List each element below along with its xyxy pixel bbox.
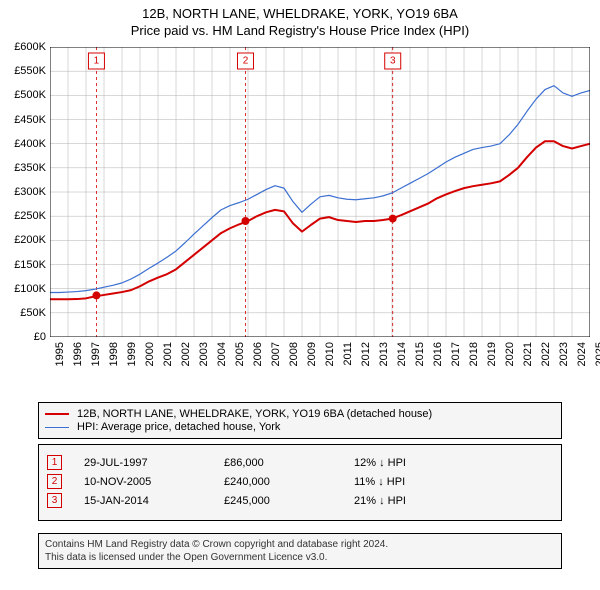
x-axis-tick-label: 2023 (558, 342, 570, 366)
sales-row-price: £240,000 (224, 476, 354, 488)
x-axis-tick-label: 1995 (54, 342, 66, 366)
chart-svg: 1 2 3 (50, 47, 590, 337)
sales-row-price: £86,000 (224, 457, 354, 469)
x-axis-tick-label: 2009 (306, 342, 318, 366)
x-axis-tick-label: 2002 (180, 342, 192, 366)
x-axis-tick-label: 2013 (378, 342, 390, 366)
y-axis-tick-label: £250K (14, 210, 46, 222)
y-axis-tick-label: £50K (20, 307, 46, 319)
sales-row-price: £245,000 (224, 495, 354, 507)
sales-row-pct-vs-hpi: 11% ↓ HPI (354, 476, 553, 488)
x-axis-tick-label: 2017 (450, 342, 462, 366)
y-axis-tick-label: £450K (14, 114, 46, 126)
x-axis-tick-label: 2010 (324, 342, 336, 366)
credits-line2: This data is licensed under the Open Gov… (45, 551, 555, 564)
y-axis-tick-label: £200K (14, 234, 46, 246)
y-axis-tick-label: £150K (14, 259, 46, 271)
x-axis-tick-label: 2001 (162, 342, 174, 366)
data-credits-box: Contains HM Land Registry data © Crown c… (38, 533, 562, 569)
house-price-chart-figure: 12B, NORTH LANE, WHELDRAKE, YORK, YO19 6… (0, 0, 600, 590)
x-axis-tick-label: 2020 (504, 342, 516, 366)
x-axis-tick-label: 1998 (108, 342, 120, 366)
sales-table-row: 3 15-JAN-2014£245,00021% ↓ HPI (47, 493, 553, 508)
legend-label: HPI: Average price, detached house, York (77, 421, 280, 433)
x-axis-tick-label: 2022 (540, 342, 552, 366)
sales-row-marker: 1 (47, 455, 62, 470)
x-axis-tick-label: 2021 (522, 342, 534, 366)
x-axis-tick-label: 2016 (432, 342, 444, 366)
plot-area: 1 2 3 (50, 47, 590, 337)
sales-row-pct-vs-hpi: 12% ↓ HPI (354, 457, 553, 469)
y-axis-tick-label: £350K (14, 162, 46, 174)
x-axis-tick-label: 2004 (216, 342, 228, 366)
sales-row-date: 15-JAN-2014 (84, 495, 224, 507)
legend-row: 12B, NORTH LANE, WHELDRAKE, YORK, YO19 6… (45, 408, 555, 420)
legend-label: 12B, NORTH LANE, WHELDRAKE, YORK, YO19 6… (77, 408, 432, 420)
credits-line1: Contains HM Land Registry data © Crown c… (45, 538, 555, 551)
x-axis-tick-label: 1997 (90, 342, 102, 366)
y-axis-tick-label: £100K (14, 283, 46, 295)
x-axis-tick-label: 2007 (270, 342, 282, 366)
legend-row: HPI: Average price, detached house, York (45, 421, 555, 433)
x-axis-tick-label: 2018 (468, 342, 480, 366)
x-axis-tick-label: 2024 (576, 342, 588, 366)
sale-marker-number: 2 (243, 56, 249, 67)
x-axis-tick-label: 2005 (234, 342, 246, 366)
x-axis-tick-label: 2011 (342, 342, 354, 366)
y-axis-tick-label: £500K (14, 89, 46, 101)
sales-row-pct-vs-hpi: 21% ↓ HPI (354, 495, 553, 507)
chart-legend-box: 12B, NORTH LANE, WHELDRAKE, YORK, YO19 6… (38, 402, 562, 439)
sales-table-box: 1 29-JUL-1997£86,00012% ↓ HPI 2 10-NOV-2005… (38, 444, 562, 521)
plot-wrapper: £0 £50K £100K £150K £200K £250K £300K £350K £400… (0, 42, 600, 364)
sales-row-date: 10-NOV-2005 (84, 476, 224, 488)
x-axis-tick-label: 2025 (594, 342, 600, 366)
x-axis-tick-label: 1999 (126, 342, 138, 366)
x-axis-tick-label: 2006 (252, 342, 264, 366)
x-axis-tick-label: 1996 (72, 342, 84, 366)
y-axis-tick-label: £600K (14, 41, 46, 53)
sales-table-row: 1 29-JUL-1997£86,00012% ↓ HPI (47, 455, 553, 470)
sales-row-marker: 2 (47, 474, 62, 489)
legend-swatch (45, 427, 69, 428)
y-axis-tick-label: £400K (14, 138, 46, 150)
y-axis-tick-label: £300K (14, 186, 46, 198)
x-axis-tick-label: 2008 (288, 342, 300, 366)
sales-table-row: 2 10-NOV-2005£240,00011% ↓ HPI (47, 474, 553, 489)
y-axis-tick-label: £0 (34, 331, 46, 343)
chart-title-line2: Price paid vs. HM Land Registry's House … (0, 23, 600, 40)
x-axis-tick-label: 2014 (396, 342, 408, 366)
x-axis-tick-label: 2000 (144, 342, 156, 366)
sale-marker-number: 1 (94, 56, 100, 67)
sale-marker-dot (92, 291, 100, 299)
sales-row-date: 29-JUL-1997 (84, 457, 224, 469)
sale-marker-number: 3 (390, 56, 396, 67)
x-axis-tick-label: 2003 (198, 342, 210, 366)
x-axis-tick-label: 2012 (360, 342, 372, 366)
chart-title-line1: 12B, NORTH LANE, WHELDRAKE, YORK, YO19 6… (0, 6, 600, 23)
legend-swatch (45, 413, 69, 415)
y-axis-tick-label: £550K (14, 65, 46, 77)
sale-marker-dot (241, 217, 249, 225)
x-axis-tick-label: 2019 (486, 342, 498, 366)
sale-marker-dot (389, 215, 397, 223)
x-axis-tick-label: 2015 (414, 342, 426, 366)
chart-title-block: 12B, NORTH LANE, WHELDRAKE, YORK, YO19 6… (0, 0, 600, 40)
sales-row-marker: 3 (47, 493, 62, 508)
